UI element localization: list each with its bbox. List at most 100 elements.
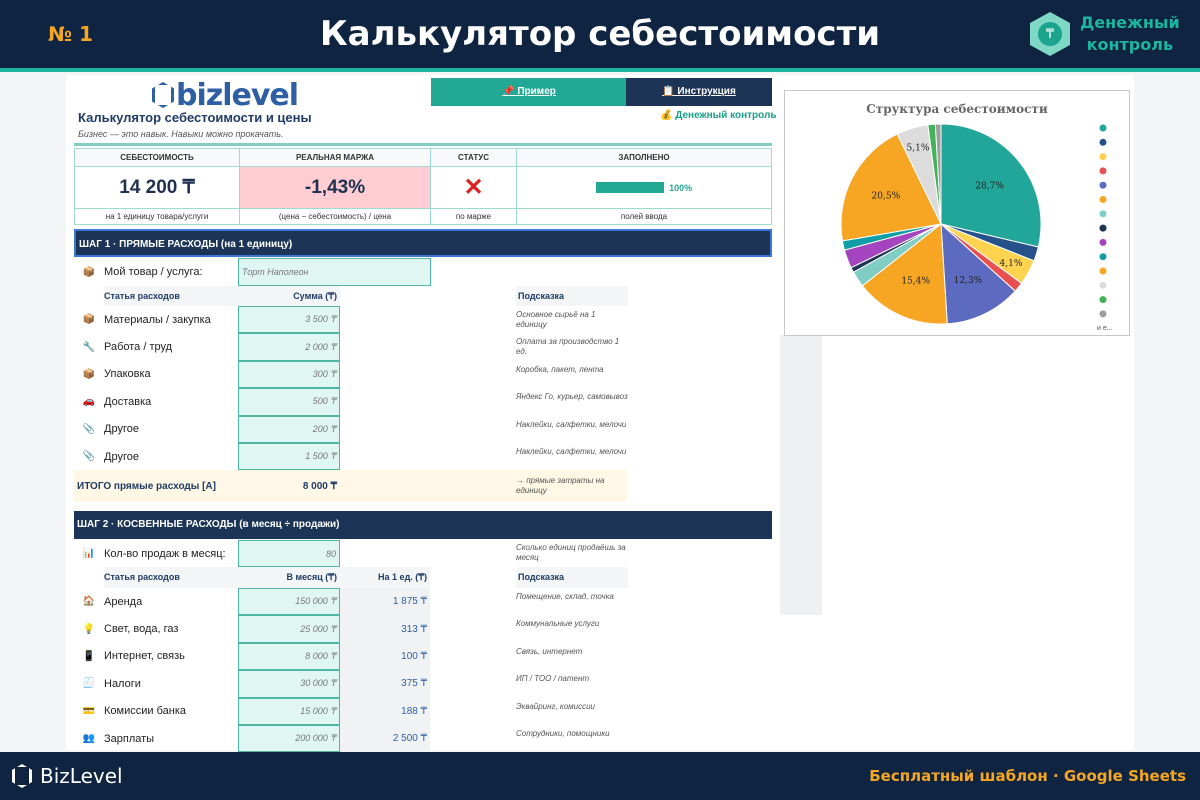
item-icon: 💡 — [82, 623, 96, 635]
bizlevel-logo: bizlevel — [152, 78, 299, 113]
kpi-header: СЕБЕСТОИМОСТЬ — [74, 148, 240, 167]
item-month-input[interactable]: 25 000 ₸ — [238, 615, 340, 643]
indirect-cost-row: 💡 Свет, вода, газ 25 000 ₸ 313 ₸ Коммуна… — [74, 615, 634, 643]
item-name: Работа / труд — [104, 341, 173, 354]
tenge-coin-icon: ₸ — [1030, 12, 1070, 56]
kpi-sub: (цена − себестоимость) / цена — [239, 208, 431, 225]
item-month-input[interactable]: 200 000 ₸ — [238, 725, 340, 753]
slice-label: 12,3% — [954, 276, 983, 286]
pie-slice — [861, 223, 948, 325]
product-input[interactable]: Торт Наполеон — [238, 258, 431, 286]
item-icon: 📎 — [82, 423, 96, 435]
direct-cost-row: 🔧 Работа / труд 2 000 ₸ Оплата за произв… — [74, 333, 634, 361]
step1-header[interactable]: ШАГ 1 · ПРЯМЫЕ РАСХОДЫ (на 1 единицу) — [74, 229, 772, 257]
item-sum-input[interactable]: 300 ₸ — [238, 360, 340, 389]
filled-progress: 100% — [516, 166, 772, 209]
instruction-button[interactable]: 📋 Инструкция — [626, 78, 772, 106]
legend-marker — [1099, 281, 1107, 289]
item-unit-value: 188 ₸ — [340, 697, 430, 725]
legend-marker — [1099, 210, 1107, 218]
legend-marker — [1099, 138, 1107, 146]
col-hint: Подсказка — [516, 567, 628, 588]
item-hint: Яндекс Го, курьер, самовывоз — [516, 392, 628, 402]
item-name: Интернет, связь — [104, 650, 185, 663]
item-icon: 👥 — [82, 733, 96, 745]
col-item: Статья расходов — [104, 567, 238, 588]
banner: № 1 Калькулятор себестоимости ₸ Денежный… — [0, 0, 1200, 68]
slice-label: 4,1% — [1000, 259, 1023, 269]
indirect-cost-row: 📱 Интернет, связь 8 000 ₸ 100 ₸ Связь, и… — [74, 642, 634, 671]
divider — [0, 68, 1200, 72]
item-icon: 📦 — [82, 368, 96, 380]
step2-header: ШАГ 2 · КОСВЕННЫЕ РАСХОДЫ (в месяц ÷ про… — [74, 511, 772, 539]
indirect-cost-row: 👥 Зарплаты 200 000 ₸ 2 500 ₸ Сотрудники,… — [74, 725, 634, 753]
item-hint: Наклейки, салфетки, мелочи — [516, 447, 627, 456]
item-name: Другое — [104, 423, 139, 436]
item-name: Комиссии банка — [104, 705, 186, 718]
sheet-title: Калькулятор себестоимости и цены — [78, 110, 312, 125]
item-unit-value: 375 ₸ — [340, 670, 430, 698]
item-hint: Коммунальные услуги — [516, 619, 600, 629]
direct-cost-row: 📦 Упаковка 300 ₸ Коробка, пакет, лента — [74, 360, 634, 389]
item-month-input[interactable]: 8 000 ₸ — [238, 642, 340, 671]
legend-marker — [1099, 267, 1107, 275]
example-button[interactable]: 📌 Пример — [431, 78, 627, 106]
item-sum-input[interactable]: 3 500 ₸ — [238, 306, 340, 334]
item-month-input[interactable]: 150 000 ₸ — [238, 588, 340, 616]
direct-cost-row: 📦 Материалы / закупка 3 500 ₸ Основное с… — [74, 306, 634, 334]
gray-column — [780, 335, 822, 615]
box-icon: 📦 — [82, 266, 96, 278]
item-sum-input[interactable]: 500 ₸ — [238, 388, 340, 416]
filled-value: 100% — [669, 182, 693, 193]
item-hint: Наклейки, салфетки, мелочи — [516, 419, 627, 429]
item-unit-value: 2 500 ₸ — [340, 725, 430, 753]
direct-cost-row: 📎 Другое 200 ₸ Наклейки, салфетки, мелоч… — [74, 415, 634, 443]
total-row: ИТОГО прямые расходы [A] 8 000 ₸ → прямы… — [74, 470, 627, 502]
legend-marker — [1099, 124, 1107, 132]
kpi-header: СТАТУС — [430, 148, 517, 167]
sales-label: Кол-во продаж в месяц: — [104, 547, 226, 560]
footer-brand: BizLevel — [40, 764, 123, 788]
item-month-input[interactable]: 15 000 ₸ — [238, 697, 340, 725]
item-name: Доставка — [104, 395, 152, 408]
item-icon: 🚗 — [82, 396, 96, 408]
bar-chart-icon: 📊 — [82, 548, 96, 559]
legend-marker — [1099, 238, 1107, 246]
item-unit-value: 100 ₸ — [340, 642, 430, 671]
legend-marker — [1099, 310, 1107, 318]
indirect-cost-row: 🧾 Налоги 30 000 ₸ 375 ₸ ИП / ТОО / патен… — [74, 670, 634, 698]
money-control-link[interactable]: 💰 Денежный контроль — [660, 110, 777, 121]
sales-input[interactable]: 80 — [238, 540, 340, 567]
sales-row: 📊 Кол-во продаж в месяц: 80 Сколько един… — [74, 540, 634, 567]
cost-value: 14 200 ₸ — [74, 166, 240, 209]
legend-more[interactable]: и е... — [1097, 325, 1113, 332]
legend-marker — [1099, 167, 1107, 175]
legend-marker — [1099, 153, 1107, 161]
item-name: Другое — [104, 450, 139, 463]
pie-slice — [934, 123, 942, 225]
kpi-sub: полей ввода — [516, 208, 772, 225]
item-icon: 📱 — [82, 650, 96, 662]
item-name: Свет, вода, газ — [104, 623, 179, 636]
item-icon: 🔧 — [82, 341, 96, 353]
slice-label: 28,7% — [975, 182, 1004, 192]
item-icon: 💳 — [82, 705, 96, 717]
step2-columns: Статья расходов В месяц (₸) На 1 ед. (₸)… — [74, 567, 634, 588]
cost-structure-chart[interactable]: Структура себестоимости 28,7% 4,1% 12,3% 15… — [784, 90, 1130, 336]
kpi-table: СЕБЕСТОИМОСТЬ РЕАЛЬНАЯ МАРЖА СТАТУС ЗАПО… — [74, 148, 772, 225]
banner-title: Калькулятор себестоимости — [319, 14, 881, 54]
indirect-cost-row: 🏠 Аренда 150 000 ₸ 1 875 ₸ Помещение, ск… — [74, 588, 634, 616]
brand-line1: Денежный — [1080, 13, 1180, 32]
item-sum-input[interactable]: 2 000 ₸ — [238, 333, 340, 361]
kpi-sub: по марже — [430, 208, 517, 225]
total-hint: → прямые затраты на единицу — [516, 476, 605, 495]
item-hint: Эквайринг, комиссии — [516, 701, 595, 711]
legend-marker — [1099, 181, 1107, 189]
item-sum-input[interactable]: 1 500 ₸ — [238, 443, 340, 471]
sales-hint: Сколько единиц продаёшь за месяц — [516, 543, 626, 562]
item-month-input[interactable]: 30 000 ₸ — [238, 670, 340, 698]
col-item: Статья расходов — [104, 286, 238, 306]
item-name: Упаковка — [104, 368, 151, 381]
chart-title: Структура себестоимости — [866, 102, 1048, 116]
item-sum-input[interactable]: 200 ₸ — [238, 415, 340, 443]
